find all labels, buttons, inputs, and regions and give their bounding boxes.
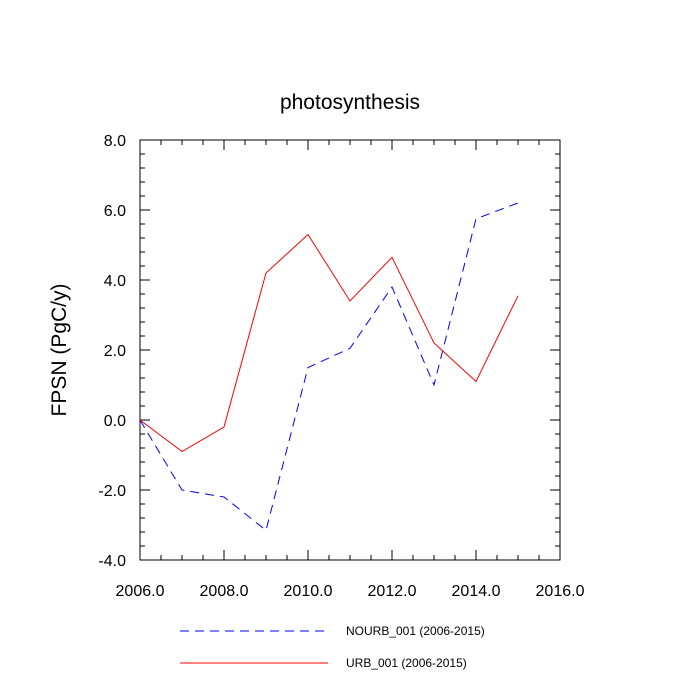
x-tick-label: 2014.0 (452, 583, 501, 600)
y-tick-label: 0.0 (104, 413, 126, 430)
y-tick-label: 4.0 (104, 273, 126, 290)
legend: NOURB_001 (2006-2015) URB_001 (2006-2015) (180, 624, 485, 670)
x-tick-label: 2016.0 (536, 583, 585, 600)
x-tick-label: 2008.0 (200, 583, 249, 600)
plot-area: 2006.0 2008.0 2010.0 2012.0 2014.0 2016.0 -4.0… (98, 133, 584, 600)
x-tick-label: 2006.0 (116, 583, 165, 600)
y-axis-label: FPSN (PgC/y) (48, 283, 71, 416)
chart-title: photosynthesis (280, 91, 420, 114)
x-tick-label: 2010.0 (284, 583, 333, 600)
y-tick-label: -2.0 (98, 483, 126, 500)
x-tick-label: 2012.0 (368, 583, 417, 600)
y-tick-label: -4.0 (98, 553, 126, 570)
plot-frame (139, 139, 561, 561)
y-tick-label: 2.0 (104, 343, 126, 360)
y-tick-label: 6.0 (104, 203, 126, 220)
y-tick-label: 8.0 (104, 133, 126, 150)
series-line-1 (139, 202, 519, 532)
series-line-2 (139, 233, 519, 453)
legend-label-1: NOURB_001 (2006-2015) (346, 624, 485, 638)
legend-label-2: URB_001 (2006-2015) (346, 656, 467, 670)
